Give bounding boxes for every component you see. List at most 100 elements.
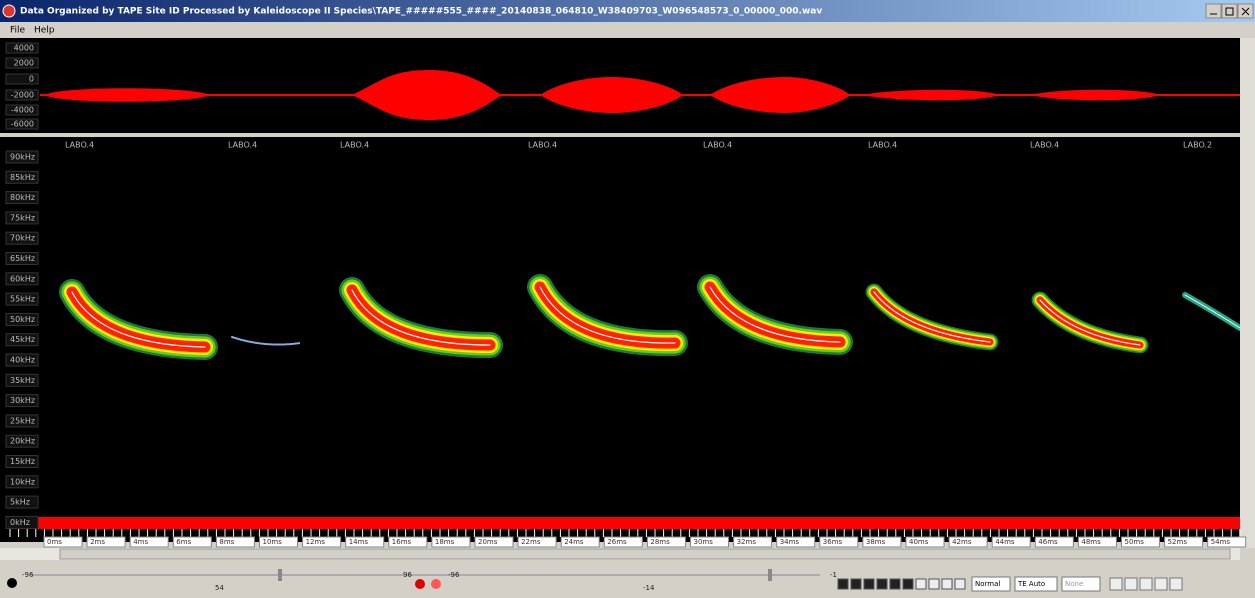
tool-button[interactable] [1140,578,1152,590]
time-label: 38ms [866,538,886,546]
frequency-label: 50kHz [10,315,35,324]
call-label: LABO.4 [65,141,94,150]
right-scrollbar[interactable] [1240,38,1255,548]
menu-bar [0,22,1255,38]
call-label: LABO.4 [340,141,369,150]
tool-button[interactable] [929,579,939,589]
time-label: 28ms [650,538,670,546]
time-label: 32ms [737,538,757,546]
window-buttons [1206,4,1253,18]
time-label: 52ms [1168,538,1188,546]
time-ruler-band [8,517,1240,529]
tool-button[interactable] [1110,578,1122,590]
amplitude-label: 0 [29,75,34,84]
call-label: LABO.4 [228,141,257,150]
time-label: 14ms [349,538,369,546]
play-button[interactable] [415,579,425,589]
tool-button[interactable] [1170,578,1182,590]
time-label: 36ms [823,538,843,546]
time-label: 0ms [47,538,62,546]
frequency-label: 90kHz [10,153,35,162]
frequency-label: 75kHz [10,213,35,222]
time-label: 44ms [995,538,1015,546]
call-label: LABO.4 [868,141,897,150]
time-label: 54ms [1211,538,1231,546]
time-label: 22ms [521,538,541,546]
record-indicator [7,578,17,588]
tool-button[interactable] [890,579,900,589]
tool-button[interactable] [851,579,861,589]
slider-thumb[interactable] [278,569,282,581]
time-label: 8ms [219,538,234,546]
menu-item[interactable]: File [10,26,26,36]
time-label: 26ms [607,538,627,546]
time-label: 24ms [564,538,584,546]
time-label: 30ms [694,538,714,546]
tool-button[interactable] [955,579,965,589]
amplitude-label: 2000 [14,59,34,68]
call-label: LABO.4 [528,141,557,150]
dropdown-value: Normal [975,580,1000,588]
minimize-button[interactable] [1206,4,1221,18]
call-label: LABO.4 [703,141,732,150]
tool-button[interactable] [903,579,913,589]
call-label: LABO.4 [1030,141,1059,150]
frequency-label: 5kHz [10,498,30,507]
slider-label: -96 [448,571,460,579]
window-title: Data Organized by TAPE Site ID Processed… [20,7,822,17]
dropdown-value: None [1065,580,1083,588]
time-label: 34ms [780,538,800,546]
frequency-label: 10kHz [10,477,35,486]
tool-button[interactable] [916,579,926,589]
frequency-label: 85kHz [10,173,35,182]
frequency-label: 30kHz [10,396,35,405]
time-label: 6ms [176,538,191,546]
time-label: 4ms [133,538,148,546]
tool-button[interactable] [942,579,952,589]
stop-button[interactable] [431,579,441,589]
frequency-label: 70kHz [10,234,35,243]
frequency-label: 40kHz [10,356,35,365]
tool-button[interactable] [877,579,887,589]
slider-label: 96 [403,571,412,579]
time-label: 40ms [909,538,929,546]
amplitude-label: -4000 [11,106,34,115]
time-label: 50ms [1125,538,1145,546]
time-label: 2ms [90,538,105,546]
time-label: 12ms [306,538,326,546]
frequency-label: 55kHz [10,295,35,304]
scroll-thumb[interactable] [60,549,1230,559]
frequency-label: 25kHz [10,416,35,425]
frequency-label: 80kHz [10,193,35,202]
frequency-label: 0kHz [10,518,30,527]
app-window: Data Organized by TAPE Site ID Processed… [0,0,1255,598]
slider-thumb[interactable] [768,569,772,581]
dropdown-value: TE Auto [1017,580,1045,588]
time-label: 46ms [1038,538,1058,546]
tool-button[interactable] [1125,578,1137,590]
tool-button[interactable] [864,579,874,589]
time-label: 20ms [478,538,498,546]
menu-item[interactable]: Help [34,26,55,36]
tool-button[interactable] [838,579,848,589]
slider-label: -14 [643,584,655,592]
slider-label: -1 [830,571,837,579]
frequency-label: 60kHz [10,274,35,283]
frequency-label: 45kHz [10,335,35,344]
app-icon [3,5,15,17]
time-label: 10ms [263,538,283,546]
frequency-label: 65kHz [10,254,35,263]
slider-label: 54 [215,584,224,592]
time-label: 48ms [1081,538,1101,546]
slider-label: -96 [22,571,34,579]
time-label: 18ms [435,538,455,546]
toolbar: Normal TE Auto None [838,577,1182,591]
frequency-label: 15kHz [10,457,35,466]
time-label: 42ms [952,538,972,546]
call-label: LABO.2 [1183,141,1212,150]
tool-button[interactable] [1155,578,1167,590]
maximize-button[interactable] [1222,4,1237,18]
amplitude-label: -2000 [11,91,34,100]
amplitude-label: -6000 [11,120,34,129]
frequency-label: 35kHz [10,376,35,385]
